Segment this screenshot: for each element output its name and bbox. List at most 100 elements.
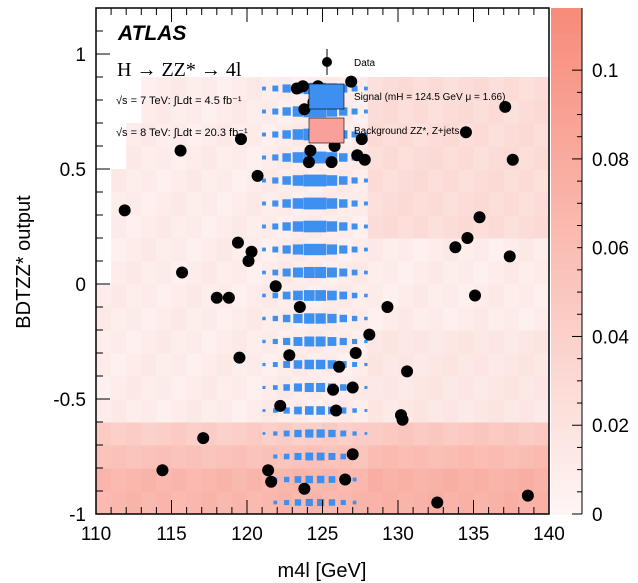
signal-bin <box>326 175 338 186</box>
color-scale-segment <box>551 294 582 304</box>
background-bin <box>352 422 369 446</box>
background-bin <box>413 468 429 492</box>
color-scale-segment <box>551 134 582 144</box>
background-bin <box>156 169 172 193</box>
color-scale-segment <box>551 83 582 93</box>
data-point <box>302 156 315 169</box>
signal-bin <box>364 432 368 435</box>
background-bin <box>503 77 520 101</box>
signal-bin <box>326 198 338 209</box>
background-bin <box>156 123 172 147</box>
background-bin <box>247 307 263 331</box>
background-bin <box>126 376 142 400</box>
background-bin <box>398 468 414 492</box>
color-scale-segment <box>551 379 582 389</box>
background-bin <box>413 491 429 515</box>
signal-bin <box>294 429 302 438</box>
color-scale-segment <box>551 168 582 178</box>
background-bin <box>216 100 233 124</box>
color-scale-segment <box>551 201 582 211</box>
signal-bin <box>304 313 315 324</box>
data-point <box>118 204 131 217</box>
background-bin <box>96 445 112 469</box>
data-point <box>222 291 235 304</box>
background-bin <box>201 307 218 331</box>
background-bin <box>216 468 233 492</box>
background-bin <box>443 468 459 492</box>
background-bin <box>503 376 520 400</box>
data-point <box>210 291 223 304</box>
data-point <box>431 496 444 509</box>
data-point <box>262 464 275 477</box>
data-point <box>473 211 486 224</box>
experiment-label: ATLAS <box>117 22 186 45</box>
background-bin <box>382 146 399 170</box>
background-bin <box>518 100 535 124</box>
legend-data-marker <box>322 57 332 67</box>
signal-bin <box>364 339 368 344</box>
background-bin <box>186 468 203 492</box>
background-bin <box>488 192 505 216</box>
background-bin <box>231 491 248 515</box>
background-bin <box>171 169 188 193</box>
background-bin <box>352 284 369 308</box>
signal-bin <box>304 406 314 415</box>
data-point <box>293 301 306 313</box>
background-bin <box>413 123 429 147</box>
background-bin <box>518 353 535 377</box>
background-bin <box>126 261 142 285</box>
background-bin <box>413 307 429 331</box>
background-bin <box>156 491 172 515</box>
background-bin <box>216 192 233 216</box>
background-bin <box>488 261 505 285</box>
background-bin <box>216 261 233 285</box>
background-bin <box>352 238 369 262</box>
background-bin <box>443 330 459 354</box>
color-scale-segment <box>551 67 582 77</box>
background-bin <box>201 100 218 124</box>
signal-bin <box>351 200 358 207</box>
signal-bin <box>364 316 368 321</box>
color-scale-segment <box>551 471 582 481</box>
data-point <box>327 383 340 396</box>
signal-bin <box>262 86 266 91</box>
signal-bin <box>262 132 266 137</box>
signal-bin <box>364 362 368 367</box>
background-bin <box>262 399 278 423</box>
data-point <box>274 399 287 412</box>
background-bin <box>126 330 142 354</box>
color-scale-segment <box>551 446 582 456</box>
signal-bin <box>272 200 279 207</box>
data-point <box>251 169 264 182</box>
z-tick-label: 0.1 <box>592 61 618 82</box>
signal-bin <box>364 409 368 412</box>
background-bin <box>111 307 127 331</box>
signal-bin <box>262 409 266 412</box>
background-bin <box>96 399 112 423</box>
signal-bin <box>340 430 347 437</box>
background-bin <box>231 468 248 492</box>
color-scale-segment <box>551 193 582 203</box>
background-bin <box>443 215 459 239</box>
color-scale-segment <box>551 303 582 313</box>
background-bin <box>458 100 474 124</box>
signal-bin <box>316 429 325 438</box>
background-bin <box>262 445 278 469</box>
background-bin <box>307 307 323 331</box>
signal-bin <box>304 359 315 370</box>
data-point <box>499 100 512 113</box>
signal-bin <box>272 246 279 253</box>
background-bin <box>111 261 127 285</box>
background-bin <box>156 146 172 170</box>
background-bin <box>428 422 444 446</box>
background-bin <box>443 261 459 285</box>
background-bin <box>367 399 384 423</box>
background-bin <box>141 261 157 285</box>
background-bin <box>126 215 142 239</box>
signal-bin <box>351 85 358 92</box>
signal-bin <box>363 224 368 229</box>
background-bin <box>382 399 399 423</box>
background-bin <box>367 169 384 193</box>
background-bin <box>473 422 490 446</box>
color-scale-segment <box>551 151 582 161</box>
